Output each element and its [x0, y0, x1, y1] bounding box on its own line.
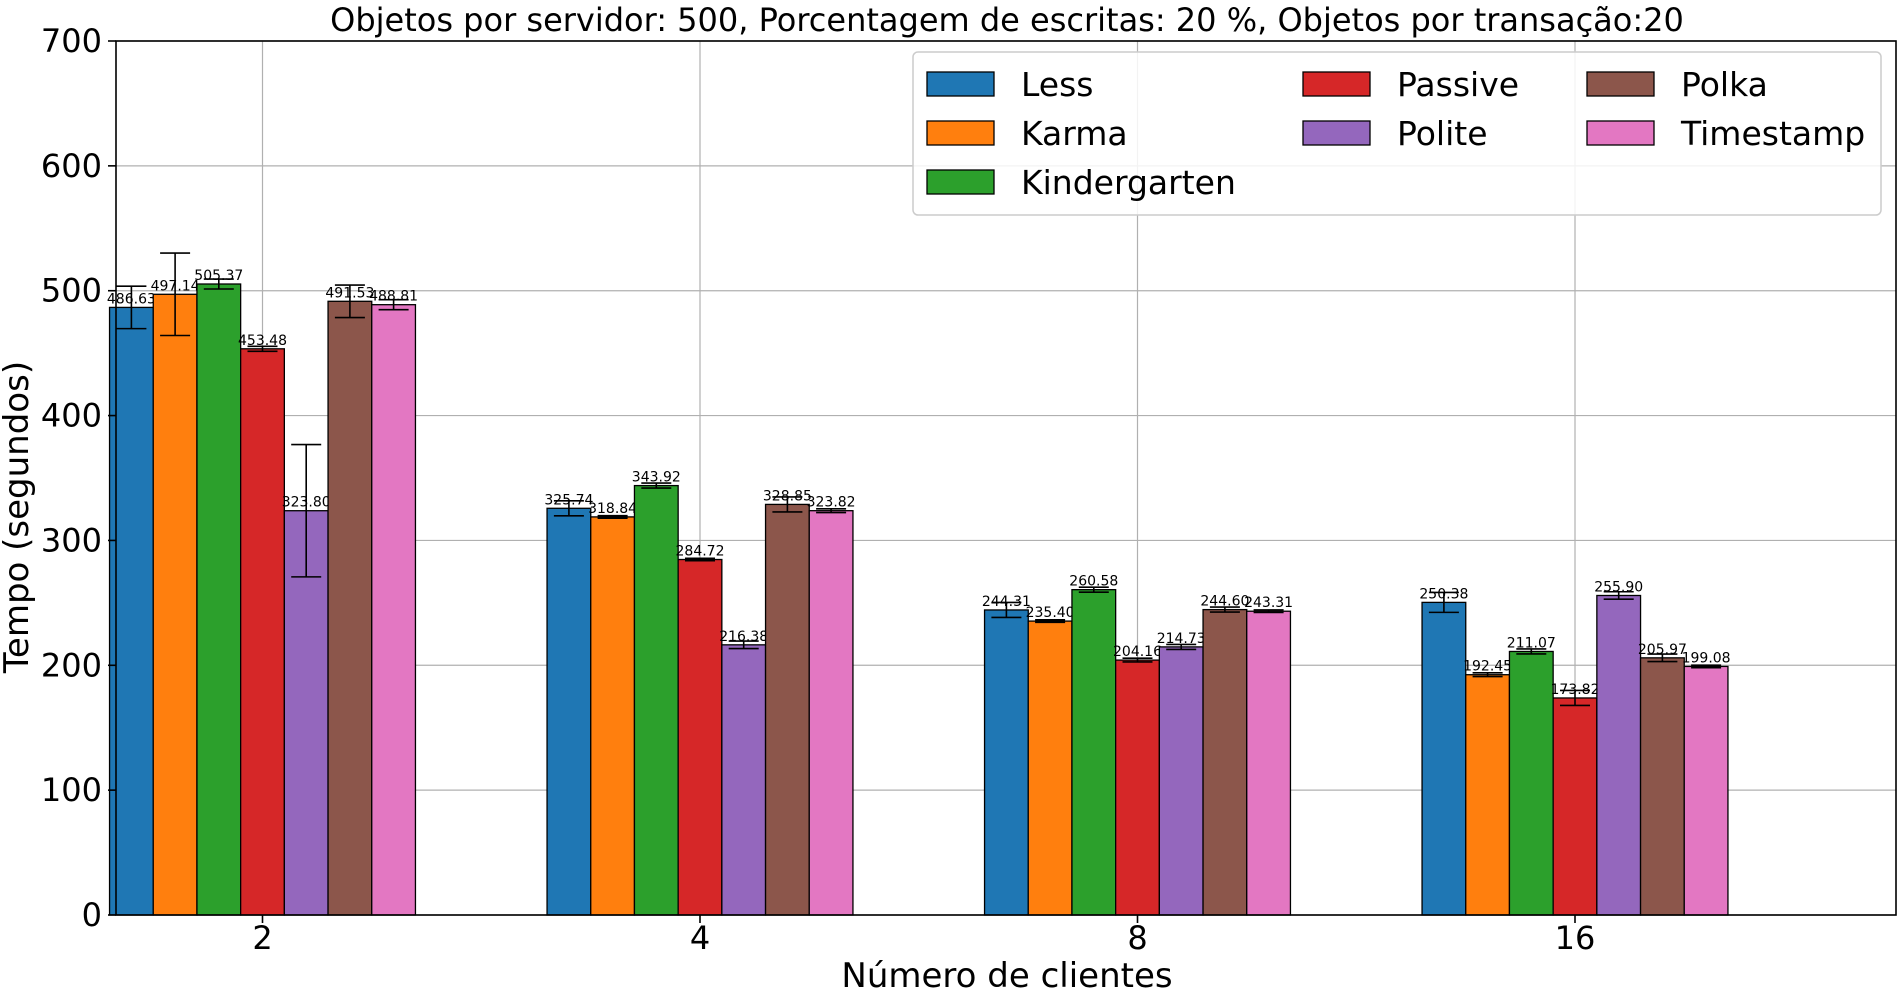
bar [371, 304, 417, 916]
bar [633, 484, 679, 916]
bar [239, 348, 285, 916]
data-label: 192.45 [1463, 659, 1512, 675]
legend: Less Karma Kindergarten Passive Polite Polka T… [912, 51, 1882, 216]
bar [152, 293, 198, 916]
data-label: 250.38 [1419, 586, 1468, 602]
data-label: 323.80 [282, 495, 331, 511]
data-label: 214.73 [1157, 631, 1206, 647]
bar [108, 306, 154, 916]
data-label: 211.07 [1507, 635, 1556, 651]
legend-label: Karma [1021, 114, 1128, 153]
data-label: 453.48 [238, 333, 287, 349]
legend-label: Passive [1397, 65, 1519, 104]
x-tick-label: 8 [1127, 919, 1147, 957]
bar [1508, 650, 1554, 916]
bar [808, 510, 854, 916]
bar [721, 644, 767, 916]
legend-swatch [1586, 71, 1655, 97]
data-label: 205.97 [1638, 642, 1687, 658]
bar [546, 507, 592, 916]
legend-swatch [1586, 120, 1655, 146]
legend-label: Timestamp [1680, 114, 1865, 153]
y-tick-label: 700 [41, 22, 102, 60]
legend-swatch [1302, 71, 1371, 97]
bar [1115, 659, 1161, 916]
bar [1683, 665, 1729, 916]
bar [327, 300, 373, 916]
data-label: 343.92 [632, 470, 681, 486]
chart-title: Objetos por servidor: 500, Porcentagem d… [330, 1, 1684, 39]
bar [1027, 620, 1073, 916]
bar [1071, 588, 1117, 916]
legend-swatch [926, 71, 995, 97]
y-tick-label: 200 [41, 646, 102, 684]
data-label: 173.82 [1551, 682, 1600, 698]
y-tick-label: 500 [41, 272, 102, 310]
data-label: 255.90 [1594, 579, 1643, 595]
axes-layer: 0 100 200 300 400 500 600 700 2 4 8 16 [41, 22, 1897, 957]
x-tick-label: 16 [1555, 919, 1596, 957]
x-axis-label: Número de clientes [841, 956, 1172, 996]
bar [983, 609, 1029, 916]
x-tick-label: 4 [690, 919, 710, 957]
data-label: 486.63 [107, 291, 156, 307]
data-label: 497.14 [151, 278, 200, 294]
bar [1552, 697, 1598, 916]
data-label: 505.37 [194, 268, 243, 284]
legend-swatch [926, 169, 995, 195]
bars-layer: 486.63 325.74 244.31 250.38 497.14 318.84 235.… [107, 252, 1731, 916]
y-tick-label: 0 [82, 896, 102, 934]
data-label: 491.53 [325, 285, 374, 301]
data-label: 216.38 [719, 629, 768, 645]
legend-label: Polite [1397, 114, 1488, 153]
plot-frame [115, 40, 1897, 916]
y-tick-label: 400 [41, 397, 102, 435]
legend-label: Kindergarten [1021, 163, 1236, 202]
bar [1158, 646, 1204, 916]
data-label: 260.58 [1069, 574, 1118, 590]
data-label: 328.85 [763, 488, 812, 504]
legend-swatch [926, 120, 995, 146]
legend-swatch [1302, 120, 1371, 146]
legend-label: Polka [1681, 65, 1768, 104]
bar [1639, 657, 1685, 916]
bar [677, 558, 723, 916]
data-label: 235.40 [1026, 605, 1075, 621]
bar [1465, 674, 1511, 916]
data-label: 199.08 [1682, 650, 1731, 666]
y-tick-label: 100 [41, 771, 102, 809]
bar [1421, 601, 1467, 916]
y-tick-label: 600 [41, 147, 102, 185]
bar [196, 283, 242, 916]
y-axis-label: Tempo (segundos) [0, 361, 37, 674]
data-label: 244.60 [1200, 594, 1249, 610]
bar [764, 503, 810, 916]
y-tick-label: 300 [41, 521, 102, 559]
data-label: 325.74 [544, 492, 593, 508]
bar [590, 516, 636, 916]
x-tick-label: 2 [252, 919, 272, 957]
data-label: 488.81 [369, 289, 418, 305]
bar [1246, 610, 1292, 916]
data-label: 318.84 [588, 501, 637, 517]
data-label: 284.72 [676, 544, 725, 560]
data-label: 323.82 [807, 495, 856, 511]
bar [1596, 594, 1642, 916]
data-label: 204.16 [1113, 644, 1162, 660]
legend-label: Less [1021, 65, 1094, 104]
data-label: 243.31 [1244, 595, 1293, 611]
bar [1202, 608, 1248, 916]
data-label: 244.31 [982, 594, 1031, 610]
